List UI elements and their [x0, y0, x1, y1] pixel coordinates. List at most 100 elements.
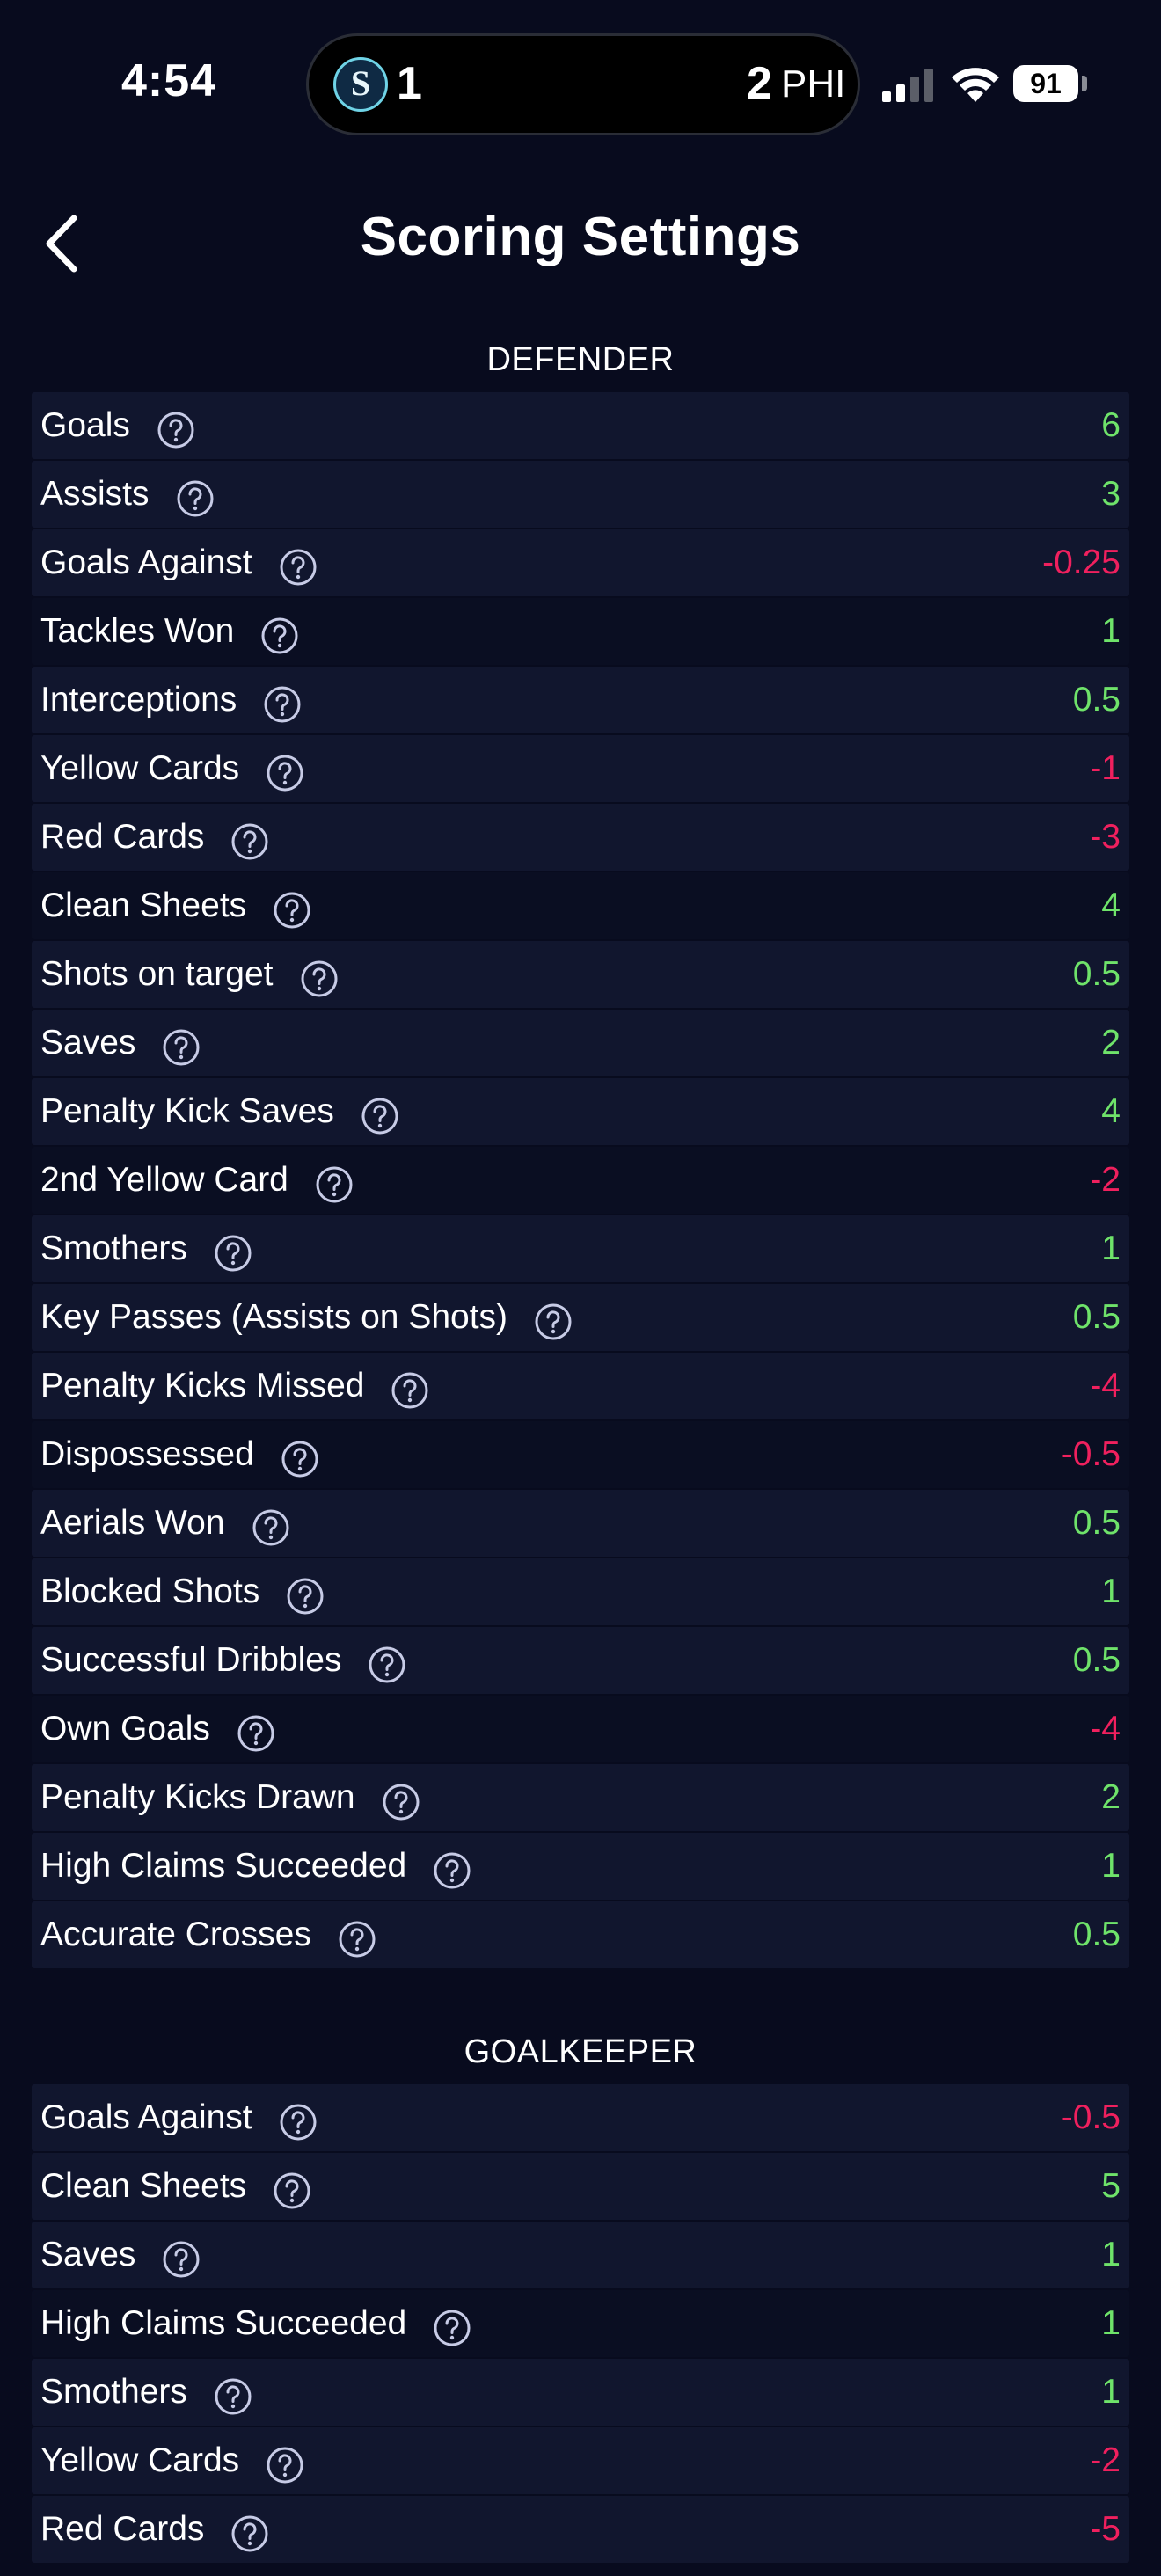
help-icon[interactable] — [433, 2303, 471, 2346]
help-icon[interactable] — [286, 1572, 325, 1615]
help-icon[interactable] — [279, 543, 318, 586]
live-score-island[interactable]: S 1 2 PHI — [306, 33, 860, 135]
setting-label: High Claims Succeeded — [40, 2290, 471, 2357]
setting-row: High Claims Succeeded 1 — [32, 2290, 1129, 2357]
setting-label: Smothers — [40, 2359, 252, 2426]
setting-label-text: 2nd Yellow Card — [40, 1161, 288, 1199]
help-icon[interactable] — [279, 2098, 318, 2141]
setting-value: 2 — [1101, 1778, 1121, 1816]
setting-label-text: Blocked Shots — [40, 1573, 260, 1610]
help-icon[interactable] — [433, 1846, 471, 1889]
setting-label: Red Cards — [40, 804, 269, 871]
help-icon[interactable] — [237, 1709, 275, 1752]
setting-label: Goals — [40, 392, 195, 459]
help-icon[interactable] — [162, 2235, 201, 2278]
setting-label: High Claims Succeeded — [40, 1833, 471, 1900]
setting-label: Successful Dribbles — [40, 1627, 406, 1694]
help-icon[interactable] — [368, 1640, 406, 1683]
setting-row: Aerials Won 0.5 — [32, 1490, 1129, 1557]
help-icon[interactable] — [391, 1366, 429, 1409]
help-icon[interactable] — [263, 680, 302, 723]
help-icon[interactable] — [214, 1229, 252, 1272]
defender-settings-list: Goals 6 Assists 3 Goals Against -0.25 Tackles … — [32, 392, 1129, 1970]
setting-label-text: Saves — [40, 1024, 136, 1062]
help-icon[interactable] — [157, 405, 195, 449]
setting-label: Goals Against — [40, 529, 318, 596]
setting-label-text: Shots on target — [40, 955, 274, 993]
setting-label: 2nd Yellow Card — [40, 1147, 354, 1214]
setting-label-text: Penalty Kicks Missed — [40, 1367, 365, 1405]
help-icon[interactable] — [338, 1915, 376, 1958]
help-icon[interactable] — [214, 2372, 252, 2415]
help-icon[interactable] — [534, 1297, 573, 1340]
setting-label: Tackles Won — [40, 598, 299, 665]
help-icon[interactable] — [382, 1777, 420, 1821]
help-icon[interactable] — [273, 2166, 311, 2209]
setting-value: 2 — [1101, 1024, 1121, 1062]
team-logo: S — [333, 57, 388, 112]
setting-label: Penalty Kicks Missed — [40, 1353, 429, 1419]
help-icon[interactable] — [361, 1091, 399, 1135]
setting-row: Red Cards -3 — [32, 804, 1129, 871]
away-score: 2 — [747, 58, 772, 109]
setting-row: Saves 2 — [32, 1010, 1129, 1076]
setting-row: Tackles Won 1 — [32, 598, 1129, 665]
setting-label-text: Dispossessed — [40, 1435, 254, 1473]
setting-value: -1 — [1090, 749, 1121, 787]
setting-value: 1 — [1101, 1573, 1121, 1610]
setting-label: Aerials Won — [40, 1490, 290, 1557]
setting-value: -3 — [1090, 818, 1121, 856]
setting-value: 0.5 — [1072, 955, 1121, 993]
setting-value: 0.5 — [1072, 1916, 1121, 1953]
setting-label-text: Yellow Cards — [40, 749, 240, 787]
help-icon[interactable] — [266, 2441, 304, 2484]
help-icon[interactable] — [252, 1503, 290, 1546]
setting-label-text: High Claims Succeeded — [40, 1847, 407, 1885]
setting-label: Interceptions — [40, 667, 302, 733]
page-title: Scoring Settings — [360, 207, 801, 267]
setting-row: Successful Dribbles 0.5 — [32, 1627, 1129, 1694]
setting-row: Goals 6 — [32, 392, 1129, 459]
setting-value: -5 — [1090, 2510, 1121, 2548]
setting-row: Interceptions 0.5 — [32, 667, 1129, 733]
help-icon[interactable] — [230, 2509, 269, 2552]
setting-value: 1 — [1101, 2304, 1121, 2342]
setting-value: 0.5 — [1072, 681, 1121, 719]
setting-value: 4 — [1101, 1092, 1121, 1130]
help-icon[interactable] — [273, 886, 311, 929]
home-score: 1 — [397, 58, 422, 109]
setting-row: Dispossessed -0.5 — [32, 1421, 1129, 1488]
setting-label-text: Accurate Crosses — [40, 1916, 311, 1953]
setting-value: -0.5 — [1061, 1435, 1121, 1473]
setting-label: Penalty Kick Saves — [40, 1078, 399, 1145]
setting-label-text: Clean Sheets — [40, 2167, 247, 2205]
setting-value: 0.5 — [1072, 1641, 1121, 1679]
setting-label-text: Goals — [40, 406, 130, 444]
status-time: 4:54 — [121, 55, 217, 106]
help-icon[interactable] — [315, 1160, 354, 1203]
battery-tip — [1082, 76, 1087, 91]
setting-value: 6 — [1101, 406, 1121, 444]
setting-value: 1 — [1101, 612, 1121, 650]
chevron-left-icon[interactable] — [35, 211, 88, 276]
setting-label: Shots on target — [40, 941, 339, 1008]
help-icon[interactable] — [266, 748, 304, 792]
setting-label-text: Aerials Won — [40, 1504, 225, 1542]
help-icon[interactable] — [281, 1434, 319, 1478]
setting-label-text: Assists — [40, 475, 150, 513]
setting-row: Penalty Kick Saves 4 — [32, 1078, 1129, 1145]
setting-label-text: Tackles Won — [40, 612, 235, 650]
setting-label-text: Goals Against — [40, 544, 252, 581]
setting-value: 5 — [1101, 2167, 1121, 2205]
help-icon[interactable] — [176, 474, 215, 517]
setting-value: 3 — [1101, 475, 1121, 513]
help-icon[interactable] — [260, 611, 299, 654]
help-icon[interactable] — [162, 1023, 201, 1066]
setting-row: Shots on target 0.5 — [32, 941, 1129, 1008]
setting-row: Goals Against -0.5 — [32, 2084, 1129, 2151]
header: Scoring Settings — [0, 176, 1161, 308]
help-icon[interactable] — [300, 954, 339, 997]
setting-label-text: Smothers — [40, 2373, 187, 2411]
setting-label-text: Goals Against — [40, 2098, 252, 2136]
help-icon[interactable] — [230, 817, 269, 860]
